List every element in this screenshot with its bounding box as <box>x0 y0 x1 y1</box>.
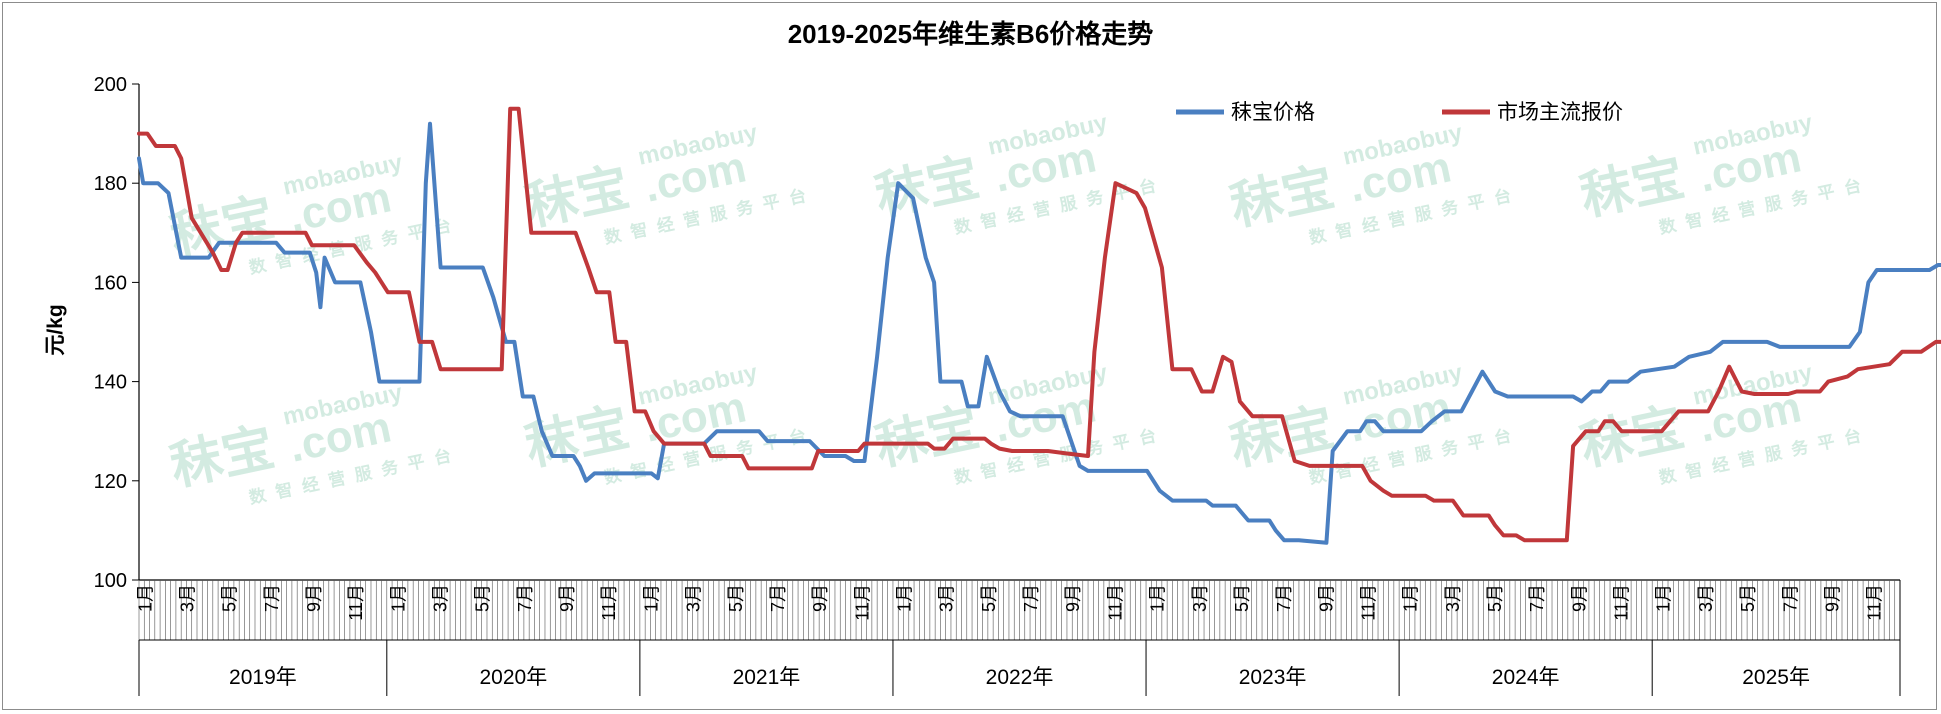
x-month-label: 1月 <box>1654 584 1674 612</box>
x-month-label: 3月 <box>937 584 957 612</box>
x-month-label: 7月 <box>1274 584 1294 612</box>
series-line-mobao <box>137 121 1941 545</box>
y-tick-label: 100 <box>94 570 127 592</box>
series-layer <box>137 106 1941 545</box>
y-tick-label: 160 <box>94 272 127 294</box>
legend-entry: 市场主流报价 <box>1497 101 1623 124</box>
x-month-label: 11月 <box>346 584 366 621</box>
legend: 秣宝价格 市场主流报价 <box>1176 101 1623 124</box>
x-year-label: 2021年 <box>733 666 801 689</box>
x-month-label: 3月 <box>684 584 704 612</box>
x-month-label: 7月 <box>1527 584 1547 612</box>
x-month-label: 9月 <box>1569 584 1589 612</box>
x-month-label: 1月 <box>135 584 155 612</box>
legend-entry: 秣宝价格 <box>1231 101 1315 124</box>
x-month-label: 1月 <box>1148 584 1168 612</box>
x-month-label: 5月 <box>1738 584 1758 612</box>
series-line-market <box>137 106 1941 543</box>
x-month-label: 11月 <box>852 584 872 621</box>
x-month-label: 5月 <box>1232 584 1252 612</box>
x-month-label: 3月 <box>1190 584 1210 612</box>
x-month-label: 11月 <box>1865 584 1885 621</box>
x-month-label: 9月 <box>810 584 830 612</box>
y-tick-label: 120 <box>94 471 127 493</box>
x-month-label: 9月 <box>1063 584 1083 612</box>
x-year-label: 2024年 <box>1492 666 1560 689</box>
x-month-label: 7月 <box>1021 584 1041 612</box>
x-month-label: 11月 <box>599 584 619 621</box>
x-year-label: 2019年 <box>229 666 297 689</box>
x-month-label: 7月 <box>768 584 788 612</box>
x-month-label: 9月 <box>304 584 324 612</box>
x-month-label: 9月 <box>1316 584 1336 612</box>
x-month-label: 11月 <box>1358 584 1378 621</box>
x-year-label: 2020年 <box>479 666 547 689</box>
x-year-label: 2022年 <box>986 666 1054 689</box>
y-axis-label: 元/kg <box>44 304 67 355</box>
x-month-label: 11月 <box>1105 584 1125 621</box>
x-month-label: 3月 <box>431 584 451 612</box>
x-month-label: 7月 <box>262 584 282 612</box>
x-month-label: 7月 <box>515 584 535 612</box>
y-tick-label: 140 <box>94 372 127 394</box>
x-month-label: 1月 <box>388 584 408 612</box>
x-month-label: 5月 <box>473 584 493 612</box>
chart-title: 2019-2025年维生素B6价格走势 <box>787 19 1154 49</box>
watermark-layer: 秣宝mobaobuy.com数智经营服务平台秣宝mobaobuy.com数智经营… <box>165 109 1872 508</box>
x-month-label: 5月 <box>726 584 746 612</box>
x-month-label: 3月 <box>1696 584 1716 612</box>
x-month-label: 3月 <box>1443 584 1463 612</box>
y-tick-label: 180 <box>94 173 127 195</box>
x-month-label: 5月 <box>979 584 999 612</box>
axes: 100 120 140 160 180 200 1月 3月 5月 7月 9月 11月 1月 3月 5月 7月 9… <box>94 74 1901 696</box>
x-month-label: 1月 <box>1401 584 1421 612</box>
x-month-label: 9月 <box>1822 584 1842 612</box>
x-month-label: 5月 <box>220 584 240 612</box>
y-tick-label: 200 <box>94 74 127 96</box>
x-month-label: 5月 <box>1485 584 1505 612</box>
x-year-label: 2023年 <box>1239 666 1307 689</box>
x-month-label: 3月 <box>177 584 197 612</box>
x-month-label: 1月 <box>641 584 661 612</box>
x-month-label: 9月 <box>557 584 577 612</box>
x-month-label: 11月 <box>1612 584 1632 621</box>
x-year-label: 2025年 <box>1742 666 1810 689</box>
x-month-label: 1月 <box>895 584 915 612</box>
x-month-label: 7月 <box>1780 584 1800 612</box>
